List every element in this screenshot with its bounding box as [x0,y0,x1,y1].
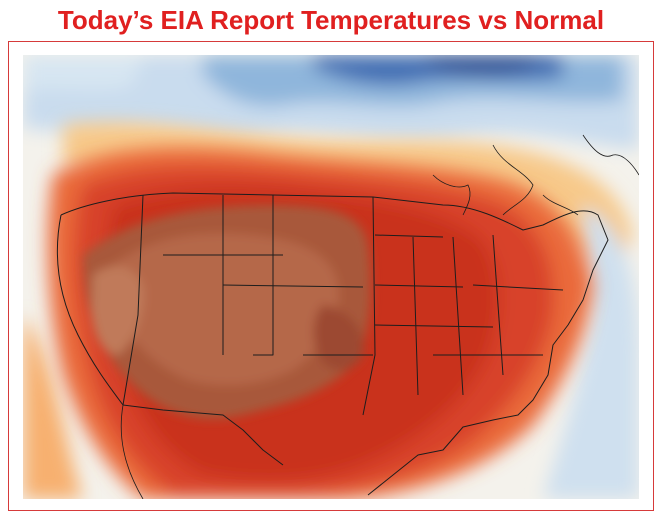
page-title: Today’s EIA Report Temperatures vs Norma… [57,5,605,35]
map-svg [23,55,639,499]
extreme-warm-core [83,205,371,419]
coastlines [120,134,639,499]
temperature-anomaly-map [23,55,639,499]
state-boundaries [56,192,609,496]
